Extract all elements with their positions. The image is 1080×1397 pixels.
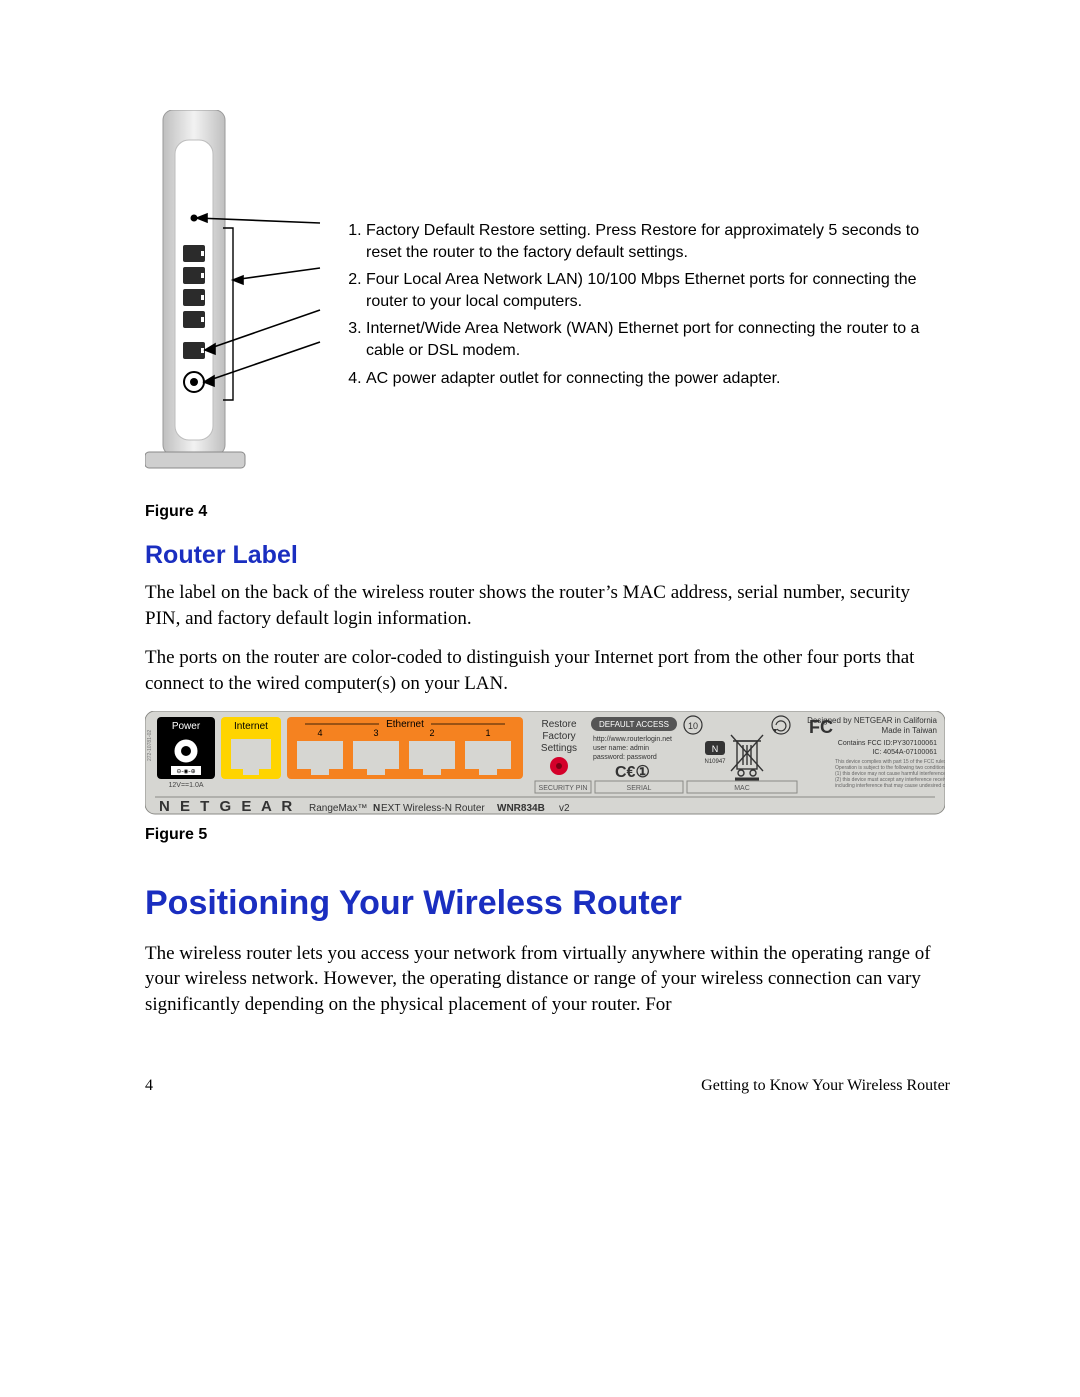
svg-text:12V==1.0A: 12V==1.0A <box>168 782 203 789</box>
positioning-paragraph-1: The wireless router lets you access your… <box>145 941 950 1018</box>
svg-text:password: password: password: password <box>593 754 657 761</box>
svg-text:user name: admin: user name: admin <box>593 745 649 752</box>
footer-chapter-title: Getting to Know Your Wireless Router <box>701 1077 950 1095</box>
svg-text:including interference that ma: including interference that may cause un… <box>835 783 945 789</box>
figure-5-caption: Figure 5 <box>145 826 950 844</box>
svg-text:Settings: Settings <box>541 743 577 754</box>
internet-label: Internet <box>234 721 268 732</box>
page-number: 4 <box>145 1077 153 1095</box>
callout-4: AC power adapter outlet for connecting t… <box>366 368 950 390</box>
svg-text:RangeMax™: RangeMax™ <box>309 803 367 814</box>
svg-text:N: N <box>712 744 719 754</box>
page-footer: 4 Getting to Know Your Wireless Router <box>145 1077 950 1095</box>
svg-text:N: N <box>373 803 380 814</box>
callout-2: Four Local Area Network LAN) 10/100 Mbps… <box>366 269 950 312</box>
svg-text:Designed by NETGEAR in Califor: Designed by NETGEAR in California <box>807 716 937 725</box>
svg-text:1: 1 <box>485 728 490 738</box>
heading-positioning: Positioning Your Wireless Router <box>145 884 950 923</box>
svg-text:http://www.routerlogin.net: http://www.routerlogin.net <box>593 736 672 743</box>
svg-text:EXT Wireless-N Router: EXT Wireless-N Router <box>381 803 485 814</box>
router-side-illustration <box>145 110 330 485</box>
svg-text:MAC: MAC <box>734 785 750 792</box>
svg-text:v2: v2 <box>559 803 570 814</box>
svg-text:2: 2 <box>429 728 434 738</box>
svg-text:IC: 4054A-07100061: IC: 4054A-07100061 <box>872 749 937 756</box>
figure-4-caption: Figure 4 <box>145 503 950 521</box>
callout-3: Internet/Wide Area Network (WAN) Etherne… <box>366 318 950 361</box>
svg-text:SERIAL: SERIAL <box>627 785 652 792</box>
heading-router-label: Router Label <box>145 541 950 570</box>
svg-text:C€①: C€① <box>615 764 650 781</box>
figure-5: Power ⊖-◉-⊕ 12V==1.0A Internet Ethernet … <box>145 711 950 816</box>
svg-text:WNR834B: WNR834B <box>497 803 545 814</box>
power-label: Power <box>172 721 201 732</box>
svg-text:3: 3 <box>373 728 378 738</box>
svg-text:Made in Taiwan: Made in Taiwan <box>882 726 937 735</box>
svg-text:DEFAULT ACCESS: DEFAULT ACCESS <box>599 720 669 729</box>
svg-text:Restore: Restore <box>541 719 576 730</box>
svg-text:SECURITY PIN: SECURITY PIN <box>539 785 588 792</box>
svg-text:4: 4 <box>317 728 322 738</box>
router-label-paragraph-1: The label on the back of the wireless ro… <box>145 580 950 631</box>
netgear-logo-text: N E T G E A R <box>159 798 295 815</box>
svg-text:10: 10 <box>688 721 698 731</box>
svg-text:Factory: Factory <box>542 731 575 742</box>
figure-4-callouts: Factory Default Restore setting. Press R… <box>330 110 950 395</box>
svg-text:N10947: N10947 <box>704 759 726 765</box>
svg-text:⊖-◉-⊕: ⊖-◉-⊕ <box>176 769 195 775</box>
svg-text:Contains FCC ID:PY307100061: Contains FCC ID:PY307100061 <box>838 740 937 747</box>
svg-text:272-10781-02: 272-10781-02 <box>147 729 153 760</box>
ethernet-label: Ethernet <box>386 719 424 730</box>
callout-1: Factory Default Restore setting. Press R… <box>366 220 950 263</box>
router-label-paragraph-2: The ports on the router are color-coded … <box>145 645 950 696</box>
figure-4: Factory Default Restore setting. Press R… <box>145 110 950 485</box>
